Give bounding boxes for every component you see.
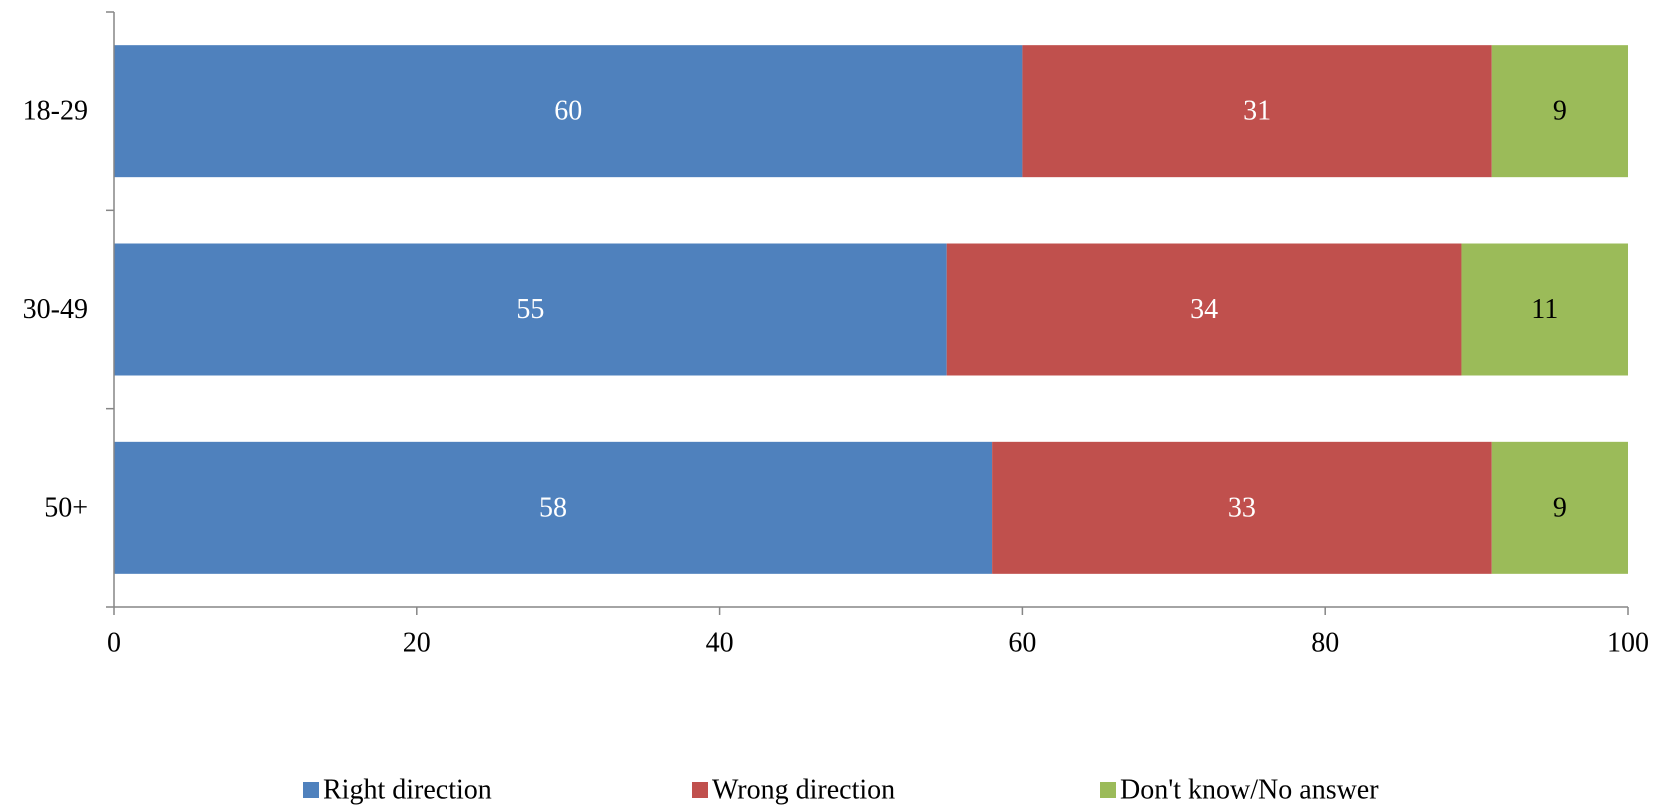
category-label: 18-29 bbox=[23, 96, 88, 127]
bar-30-49-wrong-direction bbox=[946, 243, 1462, 376]
legend: Right direction Wrong direction Don't know… bbox=[303, 775, 1379, 805]
data-label: 55 bbox=[516, 294, 544, 325]
category-label: 50+ bbox=[44, 492, 88, 523]
bar-18-29-right-direction bbox=[114, 45, 1023, 178]
x-tick-label: 100 bbox=[1607, 628, 1649, 659]
x-tick-label: 20 bbox=[403, 628, 431, 659]
legend-swatch bbox=[692, 782, 708, 798]
legend-swatch bbox=[303, 782, 319, 798]
bar-50+-wrong-direction bbox=[992, 441, 1492, 574]
bar-18-29-don-t-know-no-answer bbox=[1491, 45, 1628, 178]
data-label: 58 bbox=[539, 492, 567, 523]
x-tick-label: 80 bbox=[1311, 628, 1339, 659]
bar-50+-don-t-know-no-answer bbox=[1491, 441, 1628, 574]
legend-label: Right direction bbox=[323, 775, 492, 805]
data-label: 9 bbox=[1553, 96, 1567, 127]
x-tick-label: 0 bbox=[107, 628, 121, 659]
legend-label: Wrong direction bbox=[712, 775, 895, 805]
x-tick-label: 40 bbox=[706, 628, 734, 659]
bar-18-29-wrong-direction bbox=[1022, 45, 1492, 178]
x-tick-label: 60 bbox=[1008, 628, 1036, 659]
data-label: 11 bbox=[1531, 294, 1558, 325]
legend-swatch bbox=[1100, 782, 1116, 798]
axes-layer: 0 20 40 60 80 100 bbox=[106, 11, 1649, 659]
legend-item-right-direction: Right direction bbox=[303, 775, 492, 805]
legend-item-don-t-know-no-answer: Don't know/No answer bbox=[1100, 775, 1379, 805]
legend-item-wrong-direction: Wrong direction bbox=[692, 775, 895, 805]
data-label: 9 bbox=[1553, 492, 1567, 523]
data-label: 33 bbox=[1228, 492, 1256, 523]
labels-layer: 60 31 9 18-29 55 34 11 30-49 58 33 9 50+ bbox=[23, 96, 1567, 524]
bar-50+-right-direction bbox=[114, 441, 993, 574]
data-label: 60 bbox=[554, 96, 582, 127]
data-label: 34 bbox=[1190, 294, 1218, 325]
legend-label: Don't know/No answer bbox=[1120, 775, 1379, 805]
bar-30-49-don-t-know-no-answer bbox=[1461, 243, 1628, 376]
category-label: 30-49 bbox=[23, 294, 88, 325]
data-label: 31 bbox=[1243, 96, 1271, 127]
bars-layer bbox=[114, 45, 1628, 574]
bar-30-49-right-direction bbox=[114, 243, 947, 376]
